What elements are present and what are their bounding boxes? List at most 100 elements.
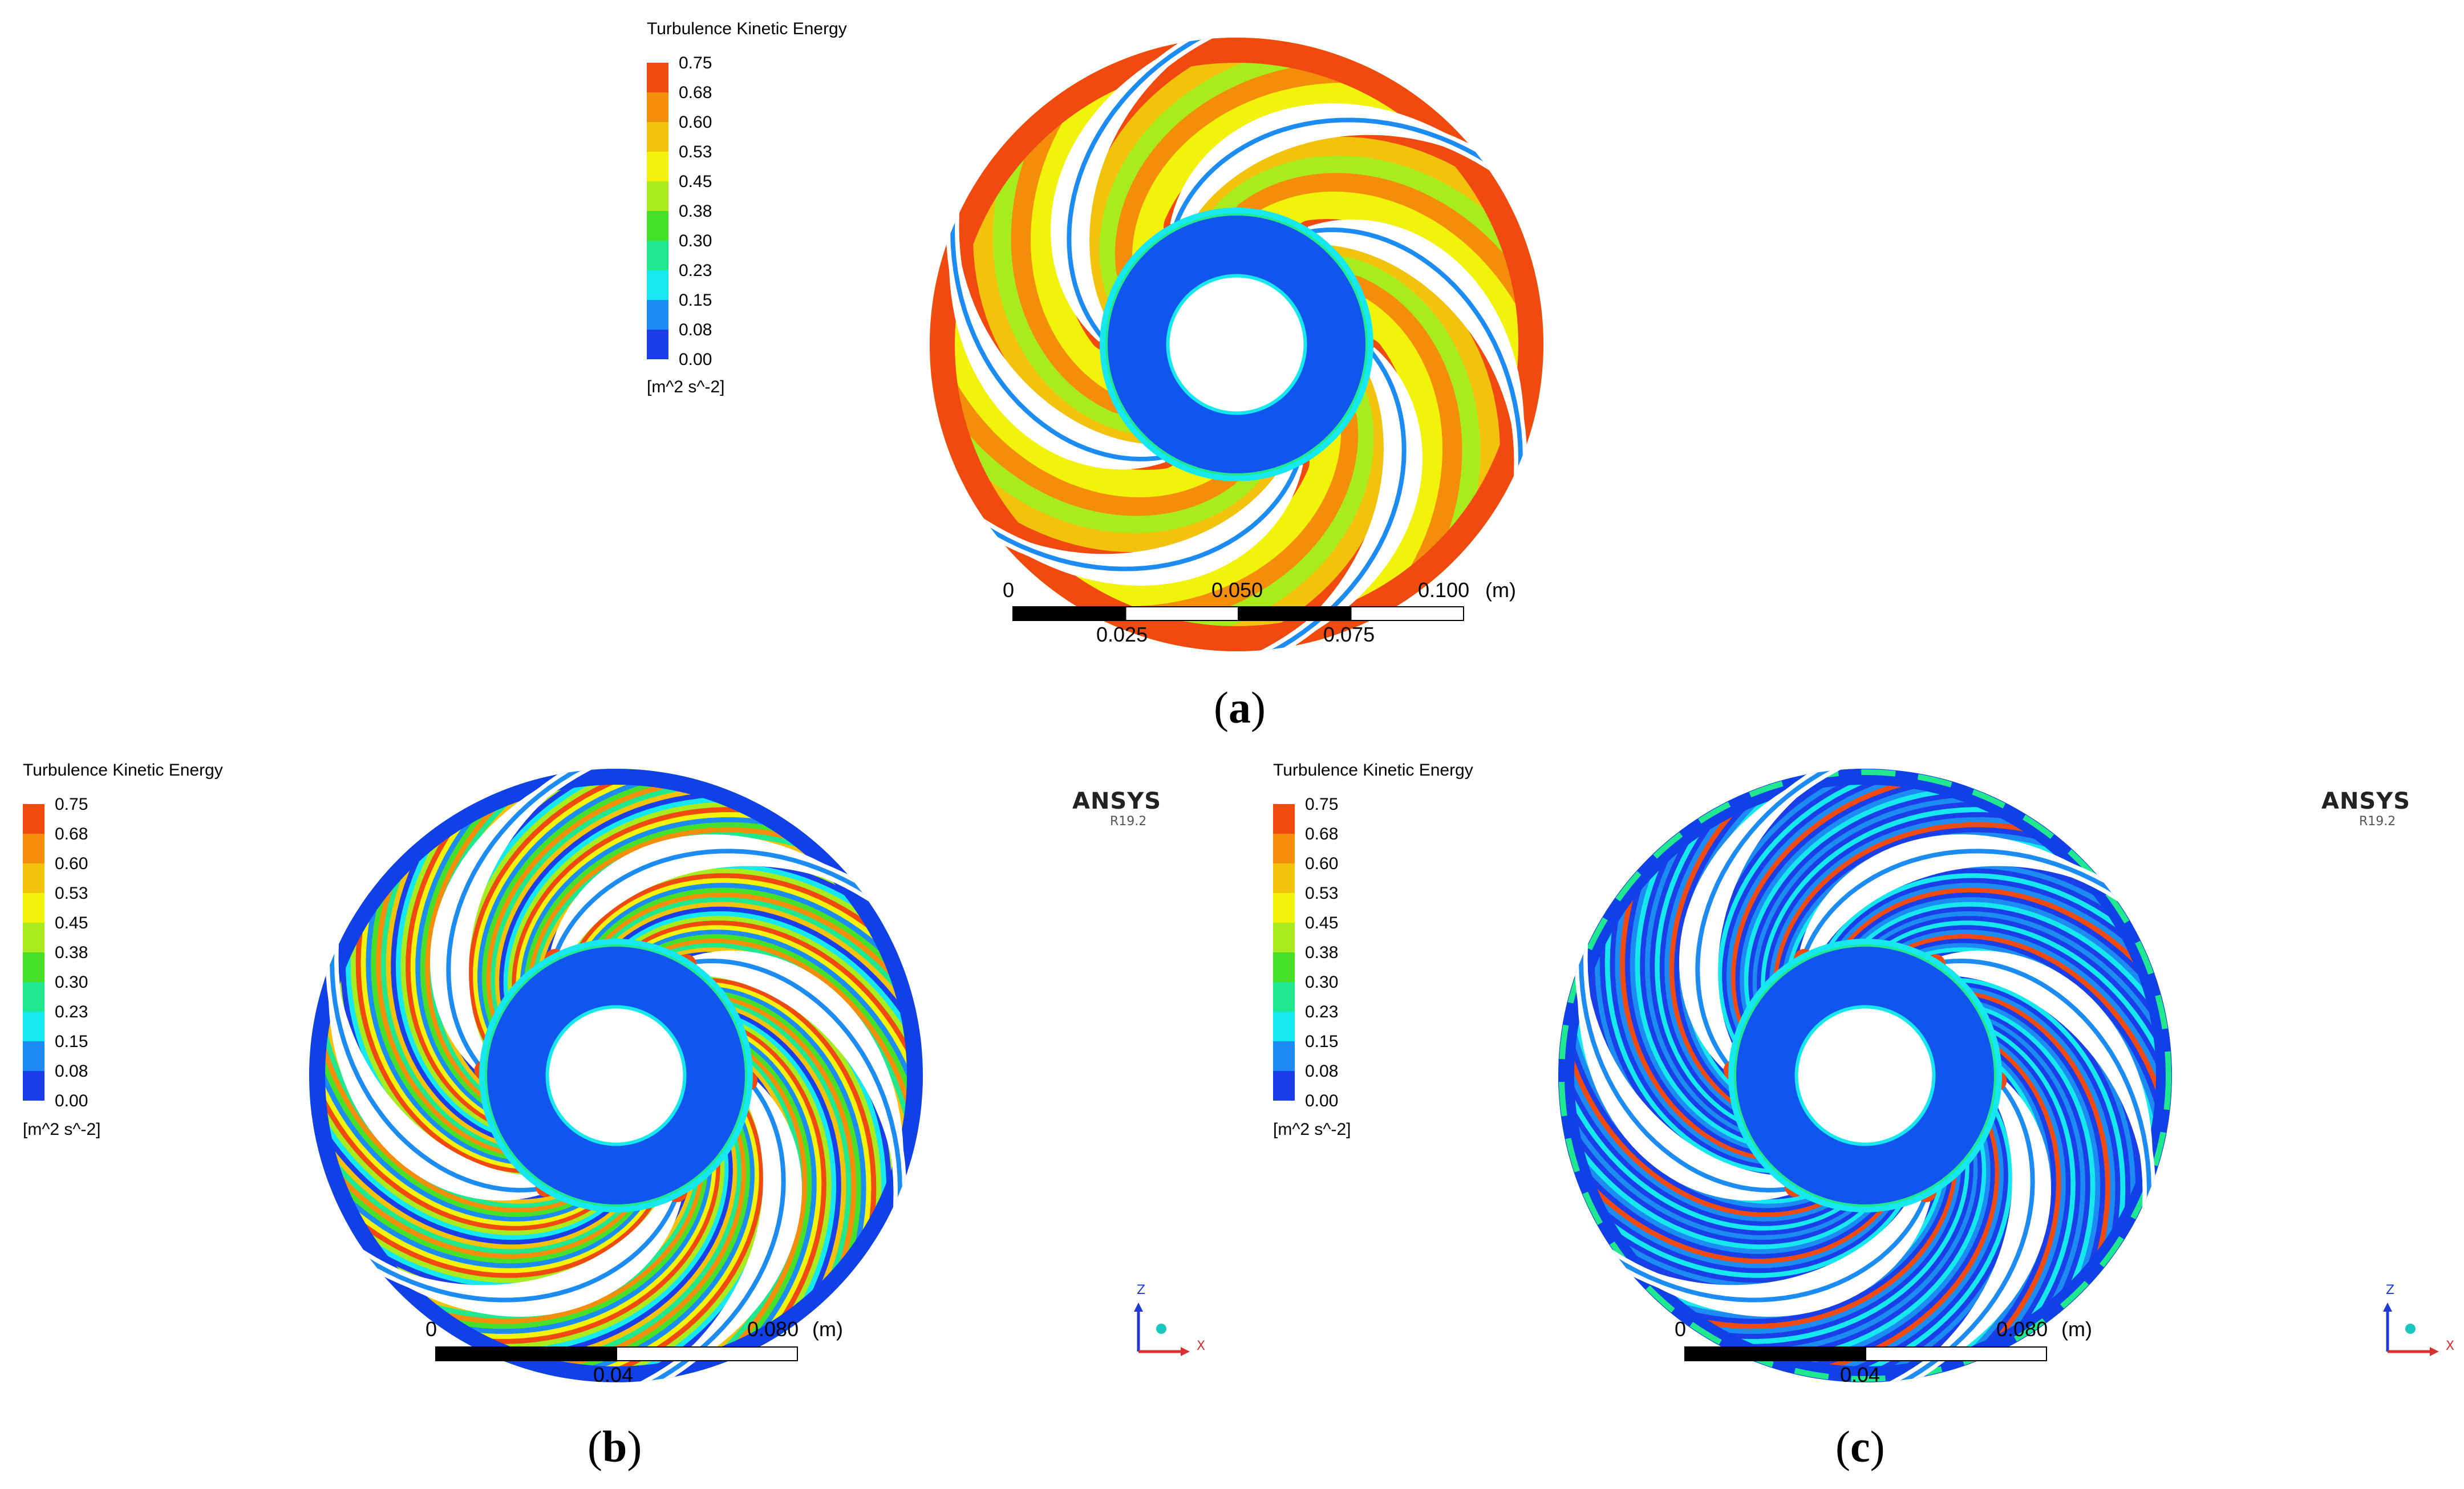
legend-tick-label: 0.68 [1305, 825, 1339, 843]
caption-b: (b) [587, 1422, 642, 1471]
legend-tick-label: 0.15 [679, 291, 712, 310]
axis-x-label: X [1197, 1339, 1206, 1353]
impeller-blade [325, 908, 545, 1201]
scale-unit: (m) [812, 1317, 843, 1341]
legend-swatch [23, 923, 44, 952]
legend-swatch [23, 982, 44, 1012]
legend-unit: [m^2 s^-2] [647, 378, 725, 396]
legend-tick-label: 0.38 [55, 943, 88, 962]
legend-tick-label: 0.30 [1305, 973, 1339, 992]
legend-tick-label: 0.38 [1305, 943, 1339, 962]
legend-tick-label: 0.08 [679, 320, 712, 339]
scale-label: 0.025 [1096, 623, 1148, 646]
axis-y-dot [2405, 1324, 2416, 1334]
ansys-version: R19.2 [2359, 814, 2396, 829]
legend-tick-label: 0.30 [55, 973, 88, 992]
legend-swatch [1273, 804, 1295, 834]
legend-swatch [23, 1041, 44, 1071]
impeller-blade [1574, 908, 1794, 1201]
legend-swatch [1273, 1012, 1295, 1041]
scale-bar-segment [1125, 606, 1239, 621]
impeller-blade [607, 1078, 802, 1382]
scale-label: 0.04 [1840, 1363, 1881, 1386]
legend-tick-label: 0.75 [679, 54, 712, 72]
axis-y-dot [1156, 1324, 1166, 1334]
legend-title: Turbulence Kinetic Energy [647, 19, 847, 38]
scale-label: 0 [1675, 1317, 1687, 1341]
legend-tick-label: 0.23 [55, 1003, 88, 1021]
legend-tick-label: 0.75 [1305, 795, 1339, 814]
legend-unit: [m^2 s^-2] [23, 1120, 101, 1139]
impeller-bore [549, 1008, 683, 1143]
scale-label: 0.100 [1418, 578, 1470, 602]
impeller-blade [430, 769, 625, 1073]
impeller-bore [1798, 1008, 1932, 1143]
impeller-blade [1679, 769, 1874, 1073]
legend-tick-label: 0.75 [55, 795, 88, 814]
legend-tick-label: 0.45 [55, 914, 88, 932]
legend-tick-label: 0.23 [679, 261, 712, 280]
legend-swatch [1273, 834, 1295, 863]
legend-tick-label: 0.00 [1305, 1092, 1339, 1110]
legend-swatch [23, 804, 44, 834]
scale-label: 0.075 [1323, 623, 1375, 646]
scale-bar-segment [1350, 606, 1464, 621]
legend-swatch [23, 952, 44, 982]
scale-unit: (m) [1485, 578, 1516, 602]
legend-swatch [23, 863, 44, 893]
legend-tick-label: 0.53 [679, 143, 712, 161]
legend-swatch [1273, 1041, 1295, 1071]
caption-a: (a) [1214, 683, 1266, 732]
caption-c: (c) [1835, 1422, 1885, 1471]
impeller-blade [1051, 38, 1245, 342]
scale-bar-segment [1865, 1346, 2047, 1361]
legend-swatch [23, 893, 44, 923]
scale-label: 0.04 [593, 1363, 634, 1386]
legend-swatch [23, 1071, 44, 1101]
legend-tick-label: 0.53 [1305, 884, 1339, 903]
axis-x-label: X [2446, 1339, 2455, 1353]
ansys-brand: ANSYS [1072, 788, 1162, 814]
legend-tick-label: 0.15 [1305, 1032, 1339, 1051]
legend-swatch [23, 1012, 44, 1041]
legend-tick-label: 0.68 [679, 83, 712, 102]
legend-title: Turbulence Kinetic Energy [23, 761, 223, 780]
legend-swatch [1273, 863, 1295, 893]
legend-tick-label: 0.15 [55, 1032, 88, 1051]
scale-label: 0.080 [1996, 1317, 2048, 1341]
scale-label: 0.050 [1211, 578, 1263, 602]
legend-swatch [1273, 982, 1295, 1012]
legend-tick-label: 0.08 [55, 1062, 88, 1081]
legend-title: Turbulence Kinetic Energy [1273, 761, 1473, 780]
scale-bar-segment [616, 1346, 798, 1361]
legend-tick-label: 0.45 [679, 172, 712, 191]
scale-label: 0.080 [747, 1317, 799, 1341]
ansys-version: R19.2 [1110, 814, 1147, 829]
legend-tick-label: 0.60 [679, 113, 712, 132]
scale-bar-segment [1238, 606, 1352, 621]
legend-tick-label: 0.38 [679, 202, 712, 221]
scale-unit: (m) [2061, 1317, 2092, 1341]
impeller-blade [687, 950, 907, 1243]
axis-z-label: Z [2386, 1283, 2395, 1297]
legend-tick-label: 0.00 [679, 350, 712, 369]
impeller-blade [946, 177, 1166, 470]
impeller-blade [1936, 950, 2156, 1243]
legend-tick-label: 0.00 [55, 1092, 88, 1110]
scale-label: 0 [425, 1317, 437, 1341]
legend-swatch [1273, 923, 1295, 952]
legend-tick-label: 0.45 [1305, 914, 1339, 932]
legend-tick-label: 0.53 [55, 884, 88, 903]
legend-tick-label: 0.60 [55, 854, 88, 873]
legend-tick-label: 0.23 [1305, 1003, 1339, 1021]
legend-swatch [1273, 1071, 1295, 1101]
legend-tick-label: 0.68 [55, 825, 88, 843]
